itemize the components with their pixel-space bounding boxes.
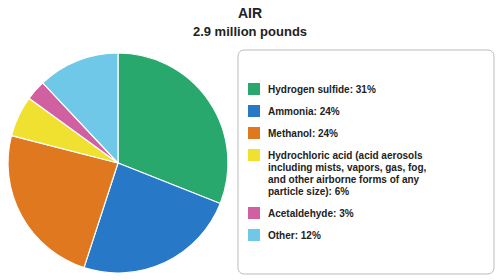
pie-slice — [43, 53, 118, 163]
legend-entry: Methanol: 24% — [248, 127, 338, 139]
title: AIR — [238, 5, 262, 21]
legend-label: Other: 12% — [268, 230, 321, 241]
legend-entry: Ammonia: 24% — [248, 105, 340, 117]
legend-label: Acetaldehyde: 3% — [268, 208, 354, 219]
legend-label: Ammonia: 24% — [268, 106, 340, 117]
legend-entry: Hydrogen sulfide: 31% — [248, 83, 376, 95]
legend-label-line: particle size): 6% — [268, 186, 349, 197]
legend-entry: Hydrochloric acid (acid aerosolsincludin… — [248, 149, 427, 197]
chart: AIR 2.9 million pounds Hydrogen sulfide: 3… — [0, 0, 500, 280]
legend-entry: Other: 12% — [248, 229, 321, 241]
legend-entry: Acetaldehyde: 3% — [248, 207, 354, 219]
legend-label-line: and other airborne forms of any — [268, 174, 420, 185]
subtitle: 2.9 million pounds — [193, 24, 307, 39]
legend-swatch — [248, 229, 260, 241]
legend-swatch — [248, 207, 260, 219]
pie — [8, 53, 228, 273]
legend-label-line: Ammonia: 24% — [268, 106, 340, 117]
legend-box — [238, 50, 494, 274]
legend-swatch — [248, 105, 260, 117]
legend-label-line: Methanol: 24% — [268, 128, 338, 139]
legend-label-line: Hydrogen sulfide: 31% — [268, 84, 376, 95]
legend-label: Hydrogen sulfide: 31% — [268, 84, 376, 95]
legend-label: Hydrochloric acid (acid aerosolsincludin… — [268, 150, 427, 197]
legend: Hydrogen sulfide: 31% Ammonia: 24% Methano… — [238, 50, 494, 274]
legend-swatch — [248, 149, 260, 161]
legend-swatch — [248, 127, 260, 139]
legend-label-line: Hydrochloric acid (acid aerosols — [268, 150, 423, 161]
legend-label-line: Acetaldehyde: 3% — [268, 208, 354, 219]
legend-swatch — [248, 83, 260, 95]
legend-label: Methanol: 24% — [268, 128, 338, 139]
legend-label-line: including mists, vapors, gas, fog, — [268, 162, 427, 173]
legend-label-line: Other: 12% — [268, 230, 321, 241]
